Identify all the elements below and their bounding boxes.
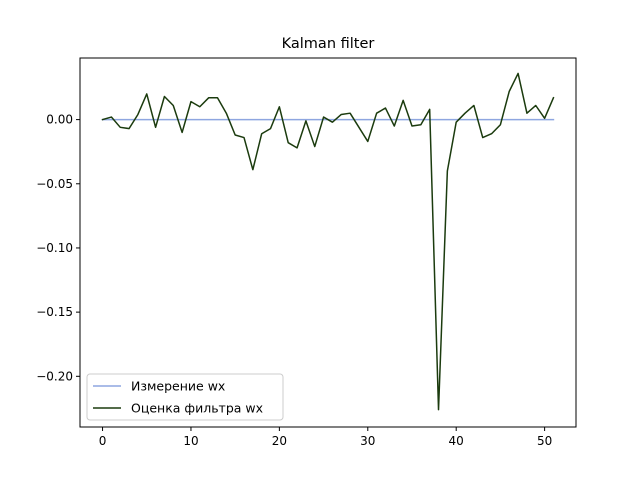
series-line-filter-estimate [101,72,555,411]
y-tick-label: −0.20 [36,369,73,383]
x-tick-label: 20 [272,434,287,448]
legend-label-filter-estimate: Оценка фильтра wx [131,401,263,416]
y-tick-label: −0.15 [36,305,73,319]
chart-title: Kalman filter [282,36,375,52]
axes-frame [79,57,577,428]
x-tick-label: 40 [449,434,464,448]
axis-ticks: 0 10 20 30 40 50 0.00 −0.05 −0.10 −0.15 −0.20 [36,113,552,448]
x-tick-label: 30 [360,434,375,448]
legend-box [86,373,284,421]
legend-label-measurement: Измерение wx [131,379,225,394]
y-tick-label: −0.05 [36,177,73,191]
y-tick-label: 0.00 [46,113,73,127]
series-layer [101,72,555,411]
x-tick-label: 0 [99,434,107,448]
x-tick-label: 50 [537,434,552,448]
legend: Измерение wx Оценка фильтра wx [86,373,284,421]
x-tick-label: 10 [183,434,198,448]
y-tick-label: −0.10 [36,241,73,255]
